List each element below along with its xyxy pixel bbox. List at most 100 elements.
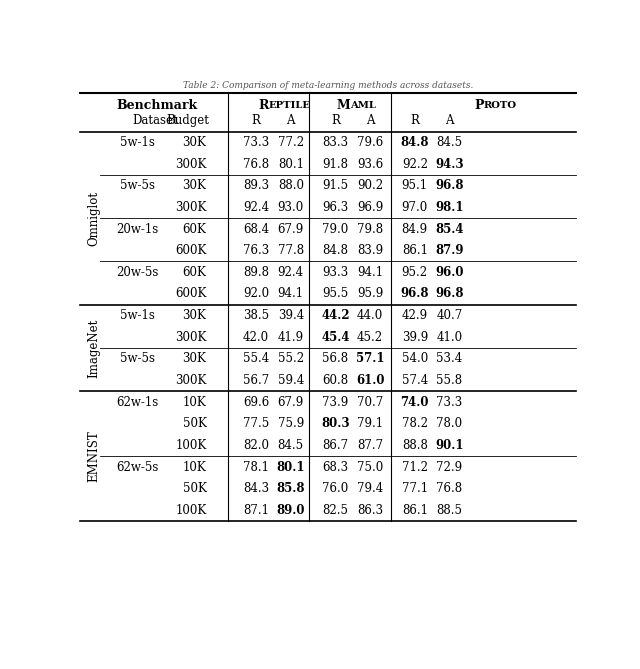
- Text: 77.1: 77.1: [402, 482, 428, 495]
- Text: 78.1: 78.1: [243, 460, 269, 474]
- Text: 91.8: 91.8: [323, 158, 348, 171]
- Text: 62w-5s: 62w-5s: [116, 460, 158, 474]
- Text: 83.3: 83.3: [323, 136, 349, 149]
- Text: 30K: 30K: [182, 309, 207, 322]
- Text: 59.4: 59.4: [278, 374, 304, 387]
- Text: 72.9: 72.9: [436, 460, 463, 474]
- Text: 84.8: 84.8: [323, 244, 348, 257]
- Text: 60K: 60K: [182, 223, 207, 235]
- Text: 79.1: 79.1: [357, 417, 383, 430]
- Text: AML: AML: [350, 100, 376, 110]
- Text: ImageNet: ImageNet: [88, 318, 100, 377]
- Text: 93.6: 93.6: [357, 158, 383, 171]
- Text: 75.0: 75.0: [357, 460, 383, 474]
- Text: 94.1: 94.1: [278, 288, 304, 300]
- Text: 83.9: 83.9: [357, 244, 383, 257]
- Text: 57.4: 57.4: [402, 374, 428, 387]
- Text: 56.7: 56.7: [243, 374, 269, 387]
- Text: Benchmark: Benchmark: [116, 98, 198, 112]
- Text: 300K: 300K: [175, 201, 207, 214]
- Text: EPTILE: EPTILE: [269, 100, 310, 110]
- Text: 55.2: 55.2: [278, 353, 304, 365]
- Text: 90.1: 90.1: [435, 439, 464, 452]
- Text: 78.0: 78.0: [436, 417, 463, 430]
- Text: 20w-5s: 20w-5s: [116, 266, 158, 279]
- Text: 30K: 30K: [182, 136, 207, 149]
- Text: 56.8: 56.8: [323, 353, 349, 365]
- Text: R: R: [410, 114, 419, 126]
- Text: 97.0: 97.0: [402, 201, 428, 214]
- Text: 41.0: 41.0: [436, 330, 463, 344]
- Text: 92.0: 92.0: [243, 288, 269, 300]
- Text: 54.0: 54.0: [402, 353, 428, 365]
- Text: 41.9: 41.9: [278, 330, 304, 344]
- Text: EMNIST: EMNIST: [88, 430, 100, 482]
- Text: 85.8: 85.8: [276, 482, 305, 495]
- Text: 77.2: 77.2: [278, 136, 304, 149]
- Text: 89.8: 89.8: [243, 266, 269, 279]
- Text: 88.5: 88.5: [436, 504, 463, 516]
- Text: 67.9: 67.9: [278, 223, 304, 235]
- Text: 600K: 600K: [175, 288, 207, 300]
- Text: 60K: 60K: [182, 266, 207, 279]
- Text: 30K: 30K: [182, 179, 207, 192]
- Text: 79.0: 79.0: [323, 223, 349, 235]
- Text: 96.9: 96.9: [357, 201, 383, 214]
- Text: 5w-1s: 5w-1s: [120, 309, 154, 322]
- Text: 69.6: 69.6: [243, 395, 269, 409]
- Text: 98.1: 98.1: [435, 201, 464, 214]
- Text: R: R: [252, 114, 260, 126]
- Text: 10K: 10K: [183, 395, 207, 409]
- Text: 82.0: 82.0: [243, 439, 269, 452]
- Text: A: A: [366, 114, 374, 126]
- Text: 53.4: 53.4: [436, 353, 463, 365]
- Text: 84.5: 84.5: [436, 136, 463, 149]
- Text: Budget: Budget: [166, 114, 209, 126]
- Text: 73.9: 73.9: [323, 395, 349, 409]
- Text: 96.8: 96.8: [435, 288, 464, 300]
- Text: 86.1: 86.1: [402, 244, 428, 257]
- Text: 79.8: 79.8: [357, 223, 383, 235]
- Text: 30K: 30K: [182, 353, 207, 365]
- Text: 40.7: 40.7: [436, 309, 463, 322]
- Text: 61.0: 61.0: [356, 374, 385, 387]
- Text: 79.4: 79.4: [357, 482, 383, 495]
- Text: 94.1: 94.1: [357, 266, 383, 279]
- Text: 86.3: 86.3: [357, 504, 383, 516]
- Text: R: R: [258, 98, 269, 112]
- Text: 87.1: 87.1: [243, 504, 269, 516]
- Text: 80.1: 80.1: [276, 460, 305, 474]
- Text: 60.8: 60.8: [323, 374, 349, 387]
- Text: 87.9: 87.9: [435, 244, 464, 257]
- Text: 68.4: 68.4: [243, 223, 269, 235]
- Text: 70.7: 70.7: [357, 395, 383, 409]
- Text: 82.5: 82.5: [323, 504, 348, 516]
- Text: R: R: [331, 114, 340, 126]
- Text: 96.8: 96.8: [401, 288, 429, 300]
- Text: 5w-1s: 5w-1s: [120, 136, 154, 149]
- Text: 96.8: 96.8: [435, 179, 464, 192]
- Text: 95.2: 95.2: [402, 266, 428, 279]
- Text: 92.4: 92.4: [278, 266, 304, 279]
- Text: 84.9: 84.9: [402, 223, 428, 235]
- Text: ROTO: ROTO: [484, 100, 516, 110]
- Text: 93.3: 93.3: [323, 266, 349, 279]
- Text: 76.3: 76.3: [243, 244, 269, 257]
- Text: 96.0: 96.0: [435, 266, 464, 279]
- Text: 76.8: 76.8: [436, 482, 463, 495]
- Text: 85.4: 85.4: [435, 223, 464, 235]
- Text: 84.5: 84.5: [278, 439, 304, 452]
- Text: 88.0: 88.0: [278, 179, 304, 192]
- Text: 39.9: 39.9: [402, 330, 428, 344]
- Text: 10K: 10K: [183, 460, 207, 474]
- Text: 45.2: 45.2: [357, 330, 383, 344]
- Text: 100K: 100K: [175, 439, 207, 452]
- Text: 68.3: 68.3: [323, 460, 349, 474]
- Text: 84.8: 84.8: [401, 136, 429, 149]
- Text: 57.1: 57.1: [356, 353, 385, 365]
- Text: 95.5: 95.5: [323, 288, 349, 300]
- Text: 92.4: 92.4: [243, 201, 269, 214]
- Text: 89.0: 89.0: [276, 504, 305, 516]
- Text: 42.9: 42.9: [402, 309, 428, 322]
- Text: 95.9: 95.9: [357, 288, 383, 300]
